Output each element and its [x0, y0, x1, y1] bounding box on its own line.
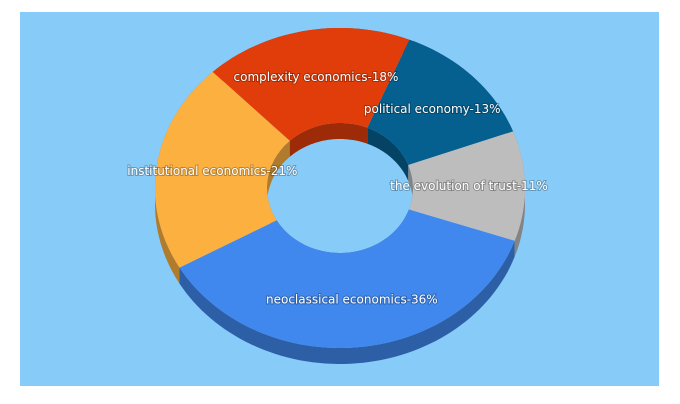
slice: [367, 39, 513, 166]
slice-inner-wall: [289, 123, 368, 157]
slice-label: complexity economics-18%: [234, 70, 399, 84]
slice-inner-wall: [367, 127, 409, 181]
slice-side: [179, 240, 515, 364]
labels: political economy-13% the evolution of tr…: [126, 69, 549, 308]
slice: [408, 131, 525, 241]
slice-inner-wall: [267, 140, 290, 237]
slice: [212, 28, 410, 141]
slice-label: neoclassical economics-36%: [266, 293, 438, 307]
slice-label: institutional economics-21%: [127, 164, 297, 178]
slice: [179, 209, 515, 348]
slice-label: the evolution of trust-11%: [390, 179, 548, 193]
slice-label: political economy-13%: [364, 102, 501, 116]
slice: [155, 71, 290, 268]
slices: [155, 28, 525, 348]
